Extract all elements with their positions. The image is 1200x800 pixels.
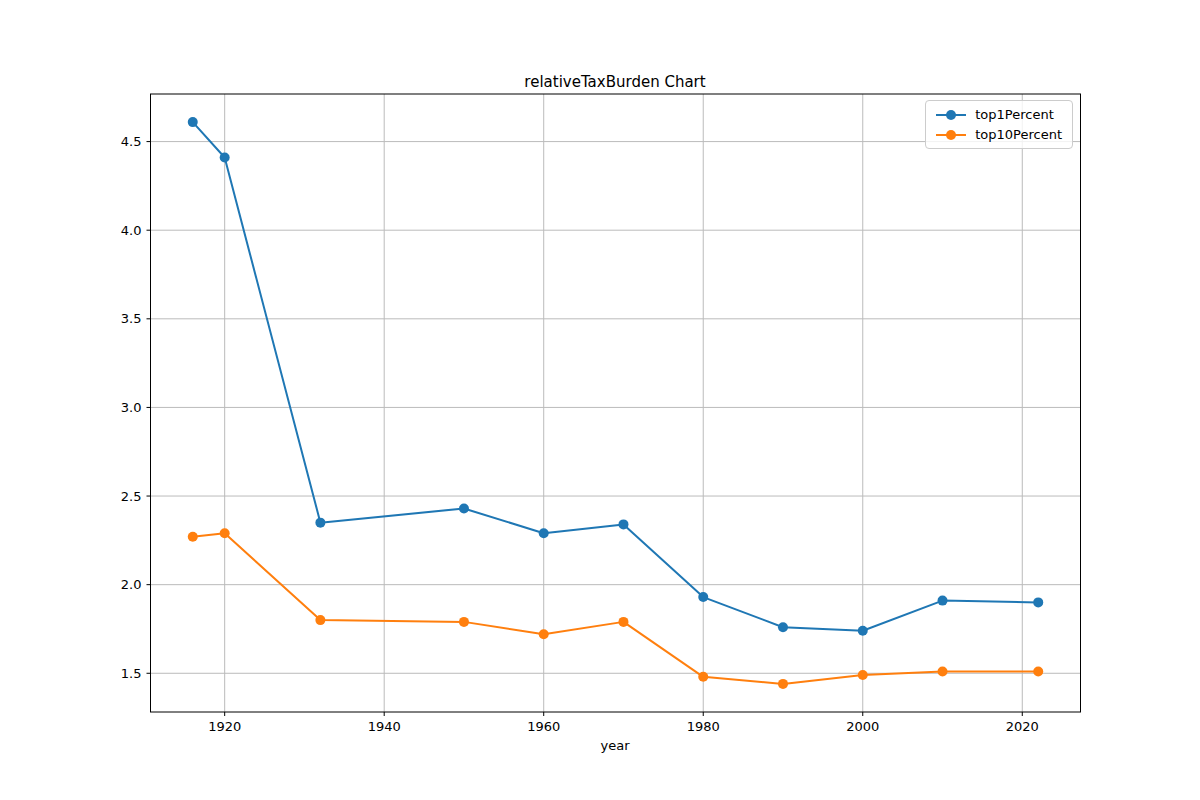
x-tick-label-1980: 1980: [687, 719, 720, 734]
data-point-top10Percent-1916: [188, 532, 198, 542]
series-line-top10Percent: [193, 533, 1038, 684]
data-point-top10Percent-1960: [539, 629, 549, 639]
data-point-top1Percent-2010: [938, 596, 948, 606]
y-tick-label-4.5: 4.5: [121, 134, 142, 149]
x-tick-label-1920: 1920: [208, 719, 241, 734]
data-point-top1Percent-1932: [315, 518, 325, 528]
y-tick-label-3: 3.0: [121, 400, 142, 415]
y-tick-label-1.5: 1.5: [121, 666, 142, 681]
y-tick-label-4: 4.0: [121, 223, 142, 238]
data-point-top1Percent-2000: [858, 626, 868, 636]
data-point-top10Percent-1932: [315, 615, 325, 625]
data-point-top1Percent-1990: [778, 622, 788, 632]
y-tick-label-2: 2.0: [121, 577, 142, 592]
figure: relativeTaxBurden Chart 1920194019601980…: [0, 0, 1200, 800]
x-tick-label-1960: 1960: [527, 719, 560, 734]
data-point-top1Percent-1950: [459, 503, 469, 513]
data-point-top10Percent-2000: [858, 670, 868, 680]
legend-label-top10Percent: top10Percent: [975, 127, 1062, 142]
data-point-top1Percent-2022: [1033, 597, 1043, 607]
legend: top1Percent top10Percent: [925, 100, 1073, 149]
x-axis-label: year: [150, 738, 1080, 753]
data-point-top1Percent-1916: [188, 117, 198, 127]
data-point-top10Percent-1990: [778, 679, 788, 689]
data-point-top10Percent-2022: [1033, 667, 1043, 677]
data-point-top1Percent-1960: [539, 528, 549, 538]
x-tick-label-2020: 2020: [1006, 719, 1039, 734]
y-tick-label-3.5: 3.5: [121, 311, 142, 326]
legend-label-top1Percent: top1Percent: [975, 107, 1054, 122]
data-point-top1Percent-1920: [220, 153, 230, 163]
data-point-top10Percent-1950: [459, 617, 469, 627]
series-line-top1Percent: [193, 122, 1038, 631]
data-point-top1Percent-1970: [618, 519, 628, 529]
data-point-top1Percent-1980: [698, 592, 708, 602]
data-point-top10Percent-2010: [938, 667, 948, 677]
data-point-top10Percent-1970: [618, 617, 628, 627]
x-tick-label-2000: 2000: [846, 719, 879, 734]
legend-line-marker-icon: [935, 108, 967, 122]
y-tick-label-2.5: 2.5: [121, 489, 142, 504]
x-tick-label-1940: 1940: [368, 719, 401, 734]
data-point-top10Percent-1920: [220, 528, 230, 538]
data-point-top10Percent-1980: [698, 672, 708, 682]
legend-item-top1Percent: top1Percent: [935, 107, 1062, 122]
legend-item-top10Percent: top10Percent: [935, 127, 1062, 142]
legend-line-marker-icon: [935, 128, 967, 142]
